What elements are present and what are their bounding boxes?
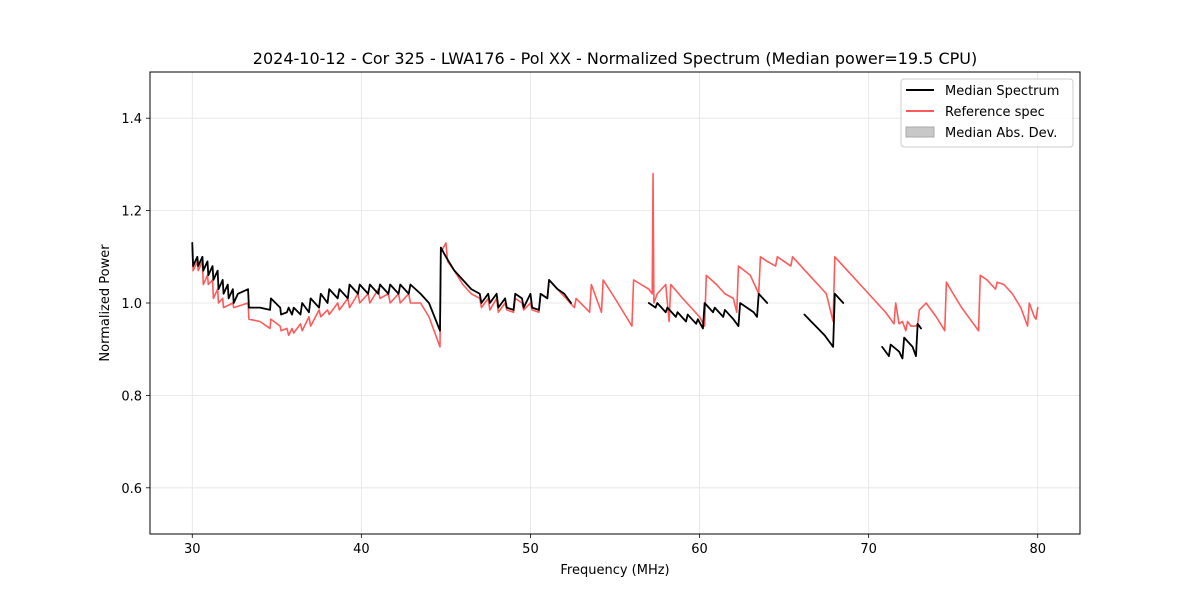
legend-label-reference: Reference spec	[945, 105, 1045, 120]
y-axis-label: Normalized Power	[98, 244, 113, 362]
y-tick-label: 0.6	[121, 482, 142, 497]
y-tick-label: 1.2	[121, 205, 142, 220]
legend-box	[900, 78, 1074, 148]
legend-swatch-mad	[905, 126, 935, 138]
median-spectrum-line	[803, 292, 845, 348]
y-tick-label: 1.0	[121, 297, 142, 312]
chart-title: 2024-10-12 - Cor 325 - LWA176 - Pol XX -…	[253, 49, 977, 68]
legend-label-median: Median Spectrum	[945, 84, 1059, 99]
reference-spec-line	[191, 172, 1039, 348]
legend-label-mad: Median Abs. Dev.	[945, 126, 1057, 141]
x-tick-label: 60	[691, 542, 708, 557]
x-tick-label: 40	[353, 542, 370, 557]
y-tick-label: 1.4	[121, 112, 142, 127]
median-spectrum-line	[647, 292, 769, 330]
median-spectrum-line	[881, 322, 922, 360]
data-series	[191, 172, 1039, 360]
x-tick-label: 70	[860, 542, 877, 557]
x-tick-label: 30	[184, 542, 201, 557]
median-spectrum-line	[191, 242, 572, 332]
y-tick-label: 0.8	[121, 389, 142, 404]
legend: Median Spectrum Reference spec Median Ab…	[900, 78, 1074, 148]
x-tick-label: 80	[1029, 542, 1046, 557]
x-tick-label: 50	[522, 542, 539, 557]
x-axis-label: Frequency (MHz)	[560, 563, 669, 578]
ticks: 30 40 50 60 70 80 0.6 0.8 1.0 1.2 1.4	[121, 112, 1046, 557]
